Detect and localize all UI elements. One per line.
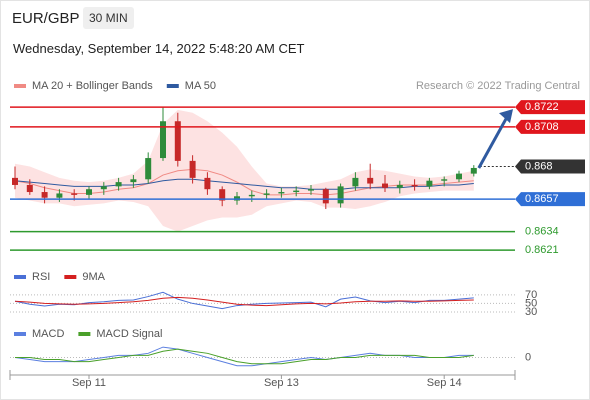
candle-body <box>12 177 18 185</box>
candle-body <box>322 189 329 204</box>
x-tick-label: Sep 13 <box>264 377 299 389</box>
level-label: 0.8634 <box>525 226 559 238</box>
level-label-box <box>515 100 585 115</box>
candle-body <box>219 189 226 201</box>
symbol: EUR/GBP <box>12 10 80 27</box>
legend-swatch <box>78 332 91 336</box>
x-tick-label: Sep 14 <box>427 377 462 389</box>
y-tick-label: 0 <box>525 351 531 363</box>
legend-swatch <box>64 275 77 279</box>
level-label: 0.8708 <box>525 121 559 133</box>
candle-body <box>26 184 33 193</box>
legend-label: MA 20 + Bollinger Bands <box>32 80 153 92</box>
candle-body <box>456 173 462 180</box>
candle-body <box>352 177 359 187</box>
legend-swatch <box>14 332 26 336</box>
candle-body <box>337 186 344 204</box>
level-label-box <box>515 192 585 207</box>
candle-body <box>308 189 314 191</box>
candle-body <box>396 184 403 188</box>
candle-body <box>367 177 374 184</box>
candle-body <box>382 183 388 188</box>
candle-body <box>130 179 137 183</box>
level-label-box <box>515 159 585 174</box>
candle-body <box>100 186 107 190</box>
legend-swatch <box>14 275 26 279</box>
candle-body <box>71 193 78 195</box>
candle-body <box>441 179 448 181</box>
moving-average <box>14 178 474 190</box>
indicator-line <box>14 296 474 307</box>
candle-body <box>263 193 270 195</box>
bollinger-band <box>15 109 474 232</box>
interval[interactable]: 30 MIN <box>83 7 134 29</box>
candle-body <box>411 184 418 187</box>
legend-swatch <box>14 84 26 88</box>
legend-label: MA 50 <box>185 80 216 92</box>
candle-body <box>189 160 196 178</box>
y-tick-label: 70 <box>525 289 537 301</box>
candle-body <box>470 167 477 174</box>
candle-body <box>278 192 285 194</box>
candle-body <box>160 121 166 159</box>
candle-body <box>426 180 433 187</box>
legend-label: MACD Signal <box>96 328 162 340</box>
candle-body <box>204 177 211 190</box>
projection-arrow <box>477 116 509 169</box>
candle-body <box>174 121 181 161</box>
y-tick-label: 30 <box>525 306 537 318</box>
y-tick-label: 50 <box>525 297 537 309</box>
indicator-line <box>15 348 474 365</box>
level-label: 0.868 <box>525 160 553 172</box>
candle-body <box>145 158 152 180</box>
level-label-box <box>515 119 585 134</box>
legend-label: RSI <box>32 271 50 283</box>
legend-label: MACD <box>32 328 64 340</box>
timestamp: Wednesday, September 14, 2022 5:48:20 AM… <box>13 41 305 56</box>
credit: Research © 2022 Trading Central <box>416 80 580 92</box>
arrow-head <box>499 109 513 124</box>
candle-body <box>248 194 255 197</box>
candle-body <box>115 182 122 187</box>
level-label: 0.8657 <box>525 193 559 205</box>
level-label: 0.8722 <box>525 101 559 113</box>
legend-label: 9MA <box>82 271 105 283</box>
candle-body <box>41 192 48 198</box>
legend-swatch <box>166 84 179 88</box>
level-label: 0.8621 <box>525 244 559 256</box>
x-tick-label: Sep 11 <box>72 377 106 389</box>
candle-body <box>293 190 300 193</box>
candle-body <box>56 193 63 198</box>
candle-body <box>86 189 92 195</box>
